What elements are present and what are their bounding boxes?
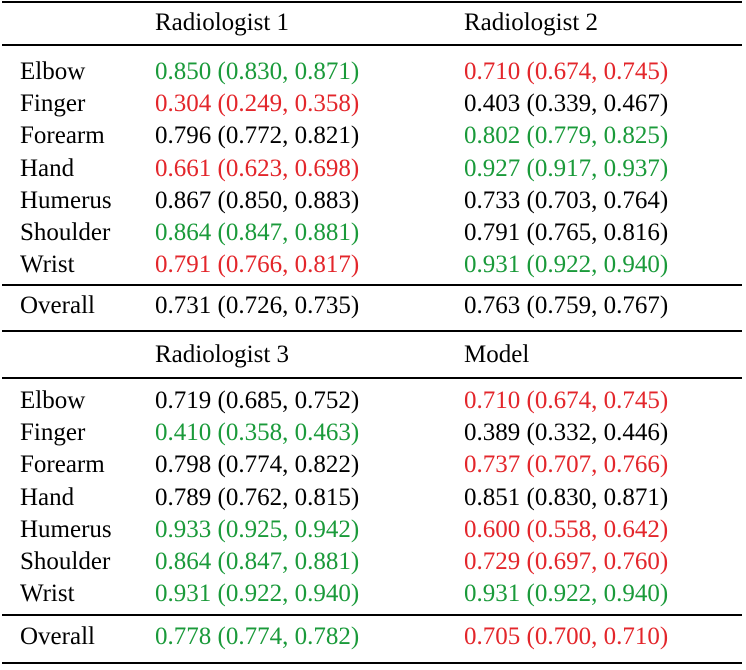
row-label: Humerus [20, 516, 112, 543]
metric-cell: 0.719 (0.685, 0.752) [155, 387, 360, 414]
metric-cell: 0.789 (0.762, 0.815) [155, 484, 360, 511]
metric-cell: 0.791 (0.765, 0.816) [464, 219, 669, 246]
overall-cell: 0.763 (0.759, 0.767) [464, 292, 669, 319]
row-label: Hand [20, 484, 75, 511]
metric-cell: 0.389 (0.332, 0.446) [464, 419, 669, 446]
metric-cell: 0.403 (0.339, 0.467) [464, 90, 669, 117]
metric-cell: 0.931 (0.922, 0.940) [464, 251, 669, 278]
header-rule [2, 377, 742, 379]
row-label: Elbow [20, 58, 86, 85]
row-label: Hand [20, 155, 75, 182]
metric-cell: 0.931 (0.922, 0.940) [464, 580, 669, 607]
metric-cell: 0.927 (0.917, 0.937) [464, 155, 669, 182]
bottom-rule [2, 662, 742, 664]
metric-cell: 0.933 (0.925, 0.942) [155, 516, 360, 543]
row-label: Humerus [20, 187, 112, 214]
row-label: Elbow [20, 387, 86, 414]
metric-cell: 0.737 (0.707, 0.766) [464, 451, 669, 478]
row-label: Wrist [20, 251, 75, 278]
metric-cell: 0.802 (0.779, 0.825) [464, 122, 669, 149]
row-label: Finger [20, 90, 86, 117]
metric-cell: 0.661 (0.623, 0.698) [155, 155, 360, 182]
bottom-rule [2, 330, 742, 332]
overall-cell: 0.705 (0.700, 0.710) [464, 623, 669, 650]
row-label: Finger [20, 419, 86, 446]
overall-label: Overall [20, 292, 95, 319]
overall-label: Overall [20, 623, 95, 650]
overall-rule [2, 284, 742, 286]
row-label: Forearm [20, 122, 105, 149]
top-rule [2, 1, 742, 3]
overall-cell: 0.778 (0.774, 0.782) [155, 623, 360, 650]
metric-cell: 0.851 (0.830, 0.871) [464, 484, 669, 511]
row-label: Forearm [20, 451, 105, 478]
metric-cell: 0.864 (0.847, 0.881) [155, 548, 360, 575]
metric-cell: 0.733 (0.703, 0.764) [464, 187, 669, 214]
row-label: Wrist [20, 580, 75, 607]
metric-cell: 0.850 (0.830, 0.871) [155, 58, 360, 85]
metric-cell: 0.931 (0.922, 0.940) [155, 580, 360, 607]
overall-cell: 0.731 (0.726, 0.735) [155, 292, 360, 319]
overall-rule [2, 614, 742, 616]
metric-cell: 0.867 (0.850, 0.883) [155, 187, 360, 214]
metric-cell: 0.729 (0.697, 0.760) [464, 548, 669, 575]
metric-cell: 0.304 (0.249, 0.358) [155, 90, 360, 117]
row-label: Shoulder [20, 219, 111, 246]
column-header: Model [464, 341, 530, 368]
metric-cell: 0.796 (0.772, 0.821) [155, 122, 360, 149]
metric-cell: 0.600 (0.558, 0.642) [464, 516, 669, 543]
metric-cell: 0.791 (0.766, 0.817) [155, 251, 360, 278]
metric-cell: 0.798 (0.774, 0.822) [155, 451, 360, 478]
column-header: Radiologist 2 [464, 9, 599, 36]
metric-cell: 0.410 (0.358, 0.463) [155, 419, 360, 446]
metric-cell: 0.864 (0.847, 0.881) [155, 219, 360, 246]
header-rule [2, 44, 742, 46]
column-header: Radiologist 1 [155, 9, 290, 36]
column-header: Radiologist 3 [155, 341, 290, 368]
row-label: Shoulder [20, 548, 111, 575]
metric-cell: 0.710 (0.674, 0.745) [464, 58, 669, 85]
metric-cell: 0.710 (0.674, 0.745) [464, 387, 669, 414]
